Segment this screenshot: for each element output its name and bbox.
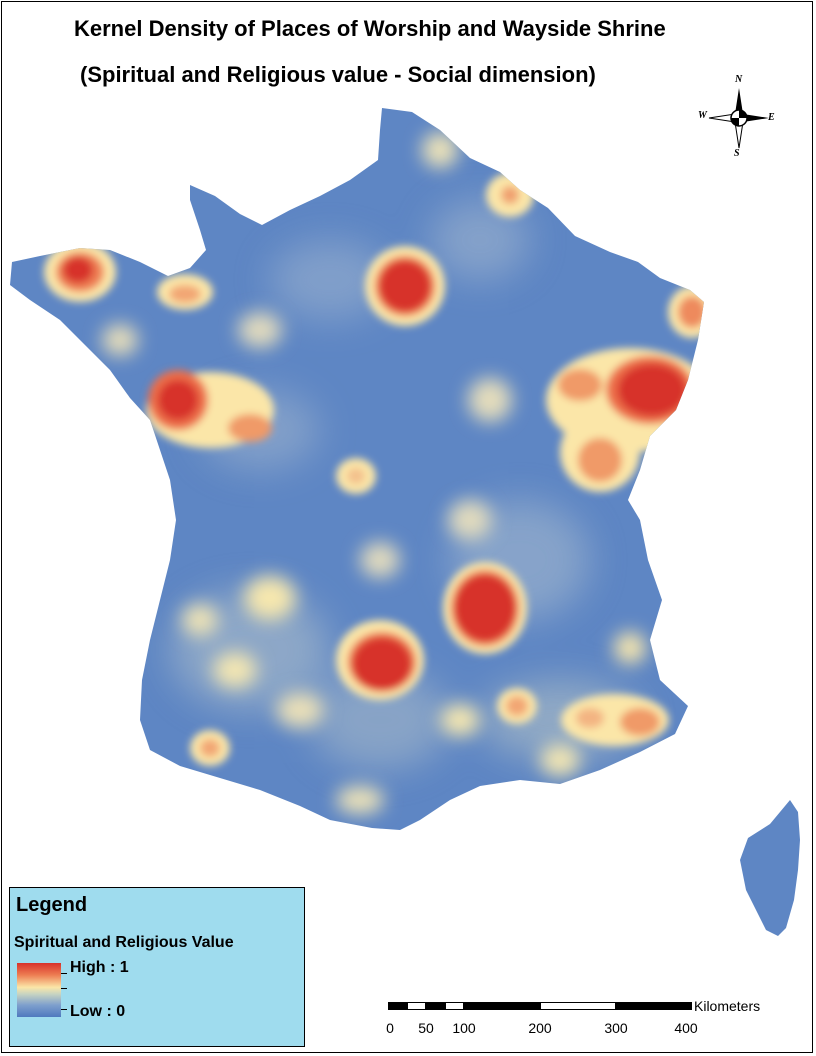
legend-heading: Legend xyxy=(16,894,88,916)
legend-mid-tick xyxy=(61,988,67,989)
legend-low-label: Low : 0 xyxy=(70,1003,126,1020)
compass-east-label: E xyxy=(768,112,775,123)
scale-tick-label: 200 xyxy=(528,1020,552,1036)
compass-north-label: N xyxy=(735,74,743,85)
scale-segment xyxy=(464,1002,540,1010)
scale-segment xyxy=(540,1002,616,1010)
map-title: Kernel Density of Places of Worship and … xyxy=(74,16,666,41)
legend-high-label: High : 1 xyxy=(70,959,129,976)
legend-high-tick xyxy=(61,973,67,974)
north-arrow: N S E W xyxy=(698,74,778,160)
map-subtitle: (Spiritual and Religious value - Social … xyxy=(80,62,596,87)
compass-rose-icon xyxy=(708,88,769,149)
scale-segment xyxy=(407,1002,426,1010)
legend-low-tick xyxy=(61,1009,67,1010)
scale-segment xyxy=(388,1002,407,1010)
france-density-surface xyxy=(10,108,704,830)
scale-tick-label: 400 xyxy=(674,1020,698,1036)
compass-west-label: W xyxy=(698,110,707,121)
scale-unit-label: Kilometers xyxy=(694,998,761,1014)
scale-segment xyxy=(426,1002,445,1010)
scale-bar: Kilometers 0 50 100 200 300 400 xyxy=(386,998,760,1038)
scale-tick-label: 100 xyxy=(452,1020,476,1036)
legend-panel: Legend Spiritual and Religious Value Hig… xyxy=(9,887,305,1047)
scale-tick-label: 50 xyxy=(418,1020,434,1036)
scale-segment xyxy=(445,1002,464,1010)
scale-segment xyxy=(616,1002,692,1010)
corsica-density-surface xyxy=(740,800,800,936)
scale-tick-label: 300 xyxy=(604,1020,628,1036)
scale-tick-label: 0 xyxy=(386,1020,394,1036)
compass-south-label: S xyxy=(734,148,740,159)
legend-color-ramp xyxy=(17,963,61,1017)
legend-layer-name: Spiritual and Religious Value xyxy=(14,934,234,951)
